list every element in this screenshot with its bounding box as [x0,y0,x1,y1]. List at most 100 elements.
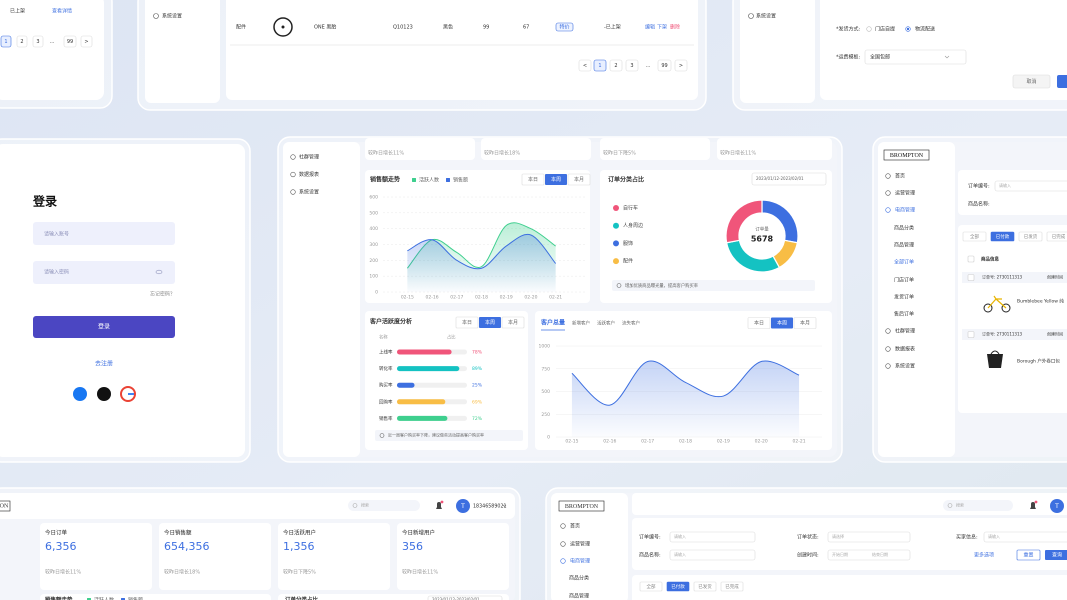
link[interactable]: 忘记密码？ [150,291,175,298]
tab-label[interactable]: 全部 [647,583,656,590]
tab-label[interactable]: 本周 [485,319,495,326]
page-number[interactable]: 99 [67,39,73,45]
page-number[interactable]: 99 [661,63,667,69]
tab-label[interactable]: 已发货 [698,583,712,590]
reset-button[interactable] [1016,549,1041,561]
label[interactable]: 查询 [1052,552,1062,559]
search-box[interactable] [943,500,1013,511]
action[interactable]: 下架 [657,25,667,31]
page-number[interactable]: 2 [614,63,617,69]
label[interactable]: 重置 [1023,552,1033,559]
page-button[interactable] [625,59,639,72]
tab-label[interactable]: 已付款 [996,233,1010,240]
checkbox[interactable] [967,331,975,338]
filter[interactable]: 活跃客户 [597,320,615,327]
label[interactable]: > [679,63,683,69]
input[interactable] [669,549,756,561]
menu-item[interactable]: 门店订单 [894,277,914,284]
label[interactable]: 取消 [1026,78,1036,85]
page-button[interactable] [609,59,623,72]
link[interactable]: 更多选项 [974,552,994,559]
checkbox[interactable] [967,274,975,281]
tab-label[interactable]: 本日 [528,176,538,183]
input[interactable] [994,180,1067,192]
menu-item[interactable]: 数据报表 [299,171,319,178]
select[interactable] [864,49,967,65]
select[interactable] [827,531,911,543]
menu-item[interactable]: 商品管理 [894,242,914,249]
tab-label[interactable]: 本周 [777,320,787,327]
tab-label[interactable]: 已付款 [671,583,685,590]
tab-label[interactable]: 全部 [970,233,979,240]
menu-item[interactable]: 社群管理 [299,154,319,161]
menu-item[interactable]: 社群管理 [895,328,915,335]
link[interactable]: 去注册 [95,360,113,368]
password-input[interactable] [33,261,175,284]
menu-item[interactable]: 首页 [570,523,580,530]
menu-item[interactable]: 商品分类 [569,575,589,582]
page-number[interactable]: 3 [630,63,633,69]
menu-item[interactable]: 发货订单 [894,294,914,301]
cancel-button[interactable] [1012,74,1051,89]
tab-label[interactable]: 本日 [462,319,472,326]
menu-item[interactable]: 电商管理 [570,558,590,565]
page-button[interactable] [32,35,44,48]
date-picker[interactable] [751,172,827,186]
tab-label[interactable]: 本日 [754,320,764,327]
filter[interactable]: 新增客户 [572,320,590,327]
date-range[interactable] [827,549,911,561]
login-button[interactable] [33,316,175,338]
filter[interactable]: 流失客户 [622,320,640,327]
menu-item[interactable]: 全部订单 [894,259,914,266]
radio-label[interactable]: 物流配送 [915,26,935,33]
label[interactable]: > [84,39,88,45]
tab-label[interactable]: 已发货 [1024,233,1038,240]
tab-label[interactable]: 本月 [574,176,584,183]
account-input[interactable] [33,222,175,245]
menu-item[interactable]: 系统设置 [162,13,182,20]
page-number[interactable]: 1 [4,39,7,45]
page-button[interactable] [657,59,672,72]
next-button[interactable] [674,59,688,72]
menu-item[interactable]: 运营管理 [895,190,915,197]
label[interactable]: 登录 [98,323,110,331]
menu-item[interactable]: 电商管理 [895,207,915,214]
page-button[interactable] [593,59,607,72]
tab-label[interactable]: 本月 [800,320,810,327]
menu-item[interactable]: 运营管理 [570,541,590,548]
label[interactable]: < [583,63,587,69]
tab-label[interactable]: 已完成 [725,583,739,590]
logo [0,500,11,512]
menu-item[interactable]: 系统设置 [895,363,915,370]
checkbox[interactable] [967,255,975,263]
menu-item[interactable]: 商品管理 [569,593,589,600]
menu-item[interactable]: 售后订单 [894,311,914,318]
menu-item[interactable]: 数据报表 [895,346,915,353]
page-button[interactable] [0,35,12,48]
input[interactable] [669,531,756,543]
menu-item[interactable]: 商品分类 [894,225,914,232]
prev-button[interactable] [578,59,592,72]
action[interactable]: 编辑 [645,24,655,31]
link[interactable]: 查看详情 [52,8,72,15]
page-button[interactable] [16,35,28,48]
query-button[interactable] [1045,550,1067,560]
input[interactable] [983,531,1067,543]
search-box[interactable] [348,500,420,511]
page-number[interactable]: ... [50,39,55,45]
menu-item[interactable]: 系统设置 [756,13,776,20]
page-number[interactable]: 1 [598,63,601,69]
page-number[interactable]: 2 [20,39,23,45]
tab-label[interactable]: 本周 [551,176,561,183]
action[interactable]: 删除 [670,24,680,31]
tab-label[interactable]: 本月 [508,319,518,326]
page-number[interactable]: ... [646,63,651,69]
menu-item[interactable]: 系统设置 [299,189,319,196]
radio-label[interactable]: 门店自提 [875,26,895,33]
confirm-button[interactable] [1057,75,1067,88]
page-button[interactable] [63,35,77,48]
next-button[interactable] [80,35,93,48]
menu-item[interactable]: 首页 [895,173,905,180]
page-number[interactable]: 3 [36,39,39,45]
tab-label[interactable]: 已完成 [1052,233,1066,240]
